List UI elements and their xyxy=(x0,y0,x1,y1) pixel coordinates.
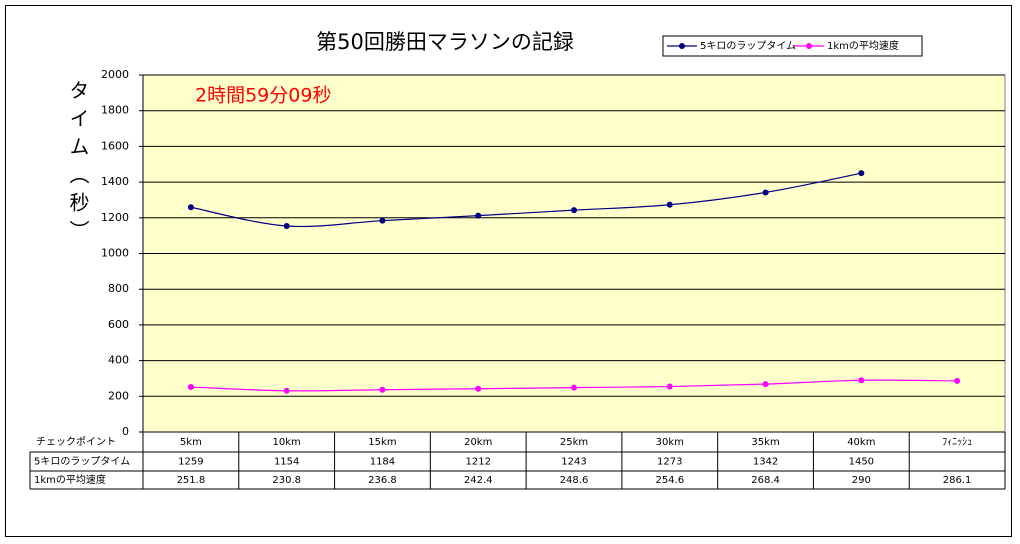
data-point xyxy=(283,387,290,394)
x-tick-label: 10km xyxy=(273,437,301,448)
x-tick-label: 5km xyxy=(180,437,202,448)
table-cell: 1184 xyxy=(370,457,395,468)
series-line xyxy=(190,172,862,228)
chart-title: 第50回勝田マラソンの記録 xyxy=(316,30,574,54)
y-tick-label: 1000 xyxy=(101,247,129,260)
table-cell: 236.8 xyxy=(368,475,397,486)
x-tick-label: 35km xyxy=(751,437,779,448)
data-point xyxy=(379,386,386,393)
y-tick-label: 1600 xyxy=(101,139,129,152)
x-tick-label: 25km xyxy=(560,437,588,448)
y-axis-title: タイム（秒） xyxy=(66,80,90,248)
data-point xyxy=(858,170,865,177)
table-cell: 1212 xyxy=(465,457,490,468)
table-row-label: 1kmの平均速度 xyxy=(34,473,106,486)
legend-marker xyxy=(679,43,685,49)
y-tick-label: 0 xyxy=(122,425,129,438)
x-tick-label: 30km xyxy=(656,437,684,448)
table-cell: 242.4 xyxy=(464,475,493,486)
legend-label: 5キロのラップタイム xyxy=(700,40,796,52)
table-cell: 248.6 xyxy=(560,475,589,486)
x-tick-label: ﾌｨﾆｯｼｭ xyxy=(942,437,972,448)
y-tick-label: 1400 xyxy=(101,175,129,188)
table-cell: 268.4 xyxy=(751,475,780,486)
y-tick-label: 200 xyxy=(108,389,129,402)
data-point xyxy=(379,217,386,224)
legend-box xyxy=(662,35,923,57)
data-point xyxy=(475,385,482,392)
table-cell: 286.1 xyxy=(943,475,972,486)
y-tick-label: 800 xyxy=(108,282,129,295)
data-point xyxy=(858,377,865,384)
data-point xyxy=(666,201,673,208)
y-tick-label: 600 xyxy=(108,318,129,331)
data-point xyxy=(762,189,769,196)
table-cell: 251.8 xyxy=(177,475,206,486)
legend-label: 1kmの平均速度 xyxy=(827,39,899,52)
y-tick-label: 1200 xyxy=(101,211,129,224)
legend-marker xyxy=(806,43,812,49)
table-cell: 290 xyxy=(852,475,871,486)
x-tick-label: 20km xyxy=(464,437,492,448)
data-point xyxy=(475,212,482,219)
y-tick-label: 400 xyxy=(108,354,129,367)
data-point xyxy=(187,384,194,391)
data-point xyxy=(666,383,673,390)
table-cell: 1450 xyxy=(849,457,874,468)
data-point xyxy=(283,223,290,230)
y-tick-label: 2000 xyxy=(101,68,129,81)
annotation: 2時間59分09秒 xyxy=(195,85,331,107)
data-point xyxy=(571,384,577,391)
table-cell: 1243 xyxy=(561,457,586,468)
table-cell: 1154 xyxy=(274,457,299,468)
x-tick-label: 15km xyxy=(368,437,396,448)
data-point xyxy=(187,204,194,211)
table-cell: 254.6 xyxy=(655,475,684,486)
data-point xyxy=(571,207,577,214)
table-row-label: 5キロのラップタイム xyxy=(34,456,130,468)
table-header: チェックポイント xyxy=(36,436,116,448)
data-point xyxy=(762,381,769,388)
table-cell: 230.8 xyxy=(272,475,301,486)
table-cell: 1273 xyxy=(657,457,682,468)
x-tick-label: 40km xyxy=(847,437,875,448)
y-tick-label: 1800 xyxy=(101,104,129,117)
table-cell: 1342 xyxy=(753,457,778,468)
data-point xyxy=(954,377,961,384)
table-cell: 1259 xyxy=(178,457,203,468)
